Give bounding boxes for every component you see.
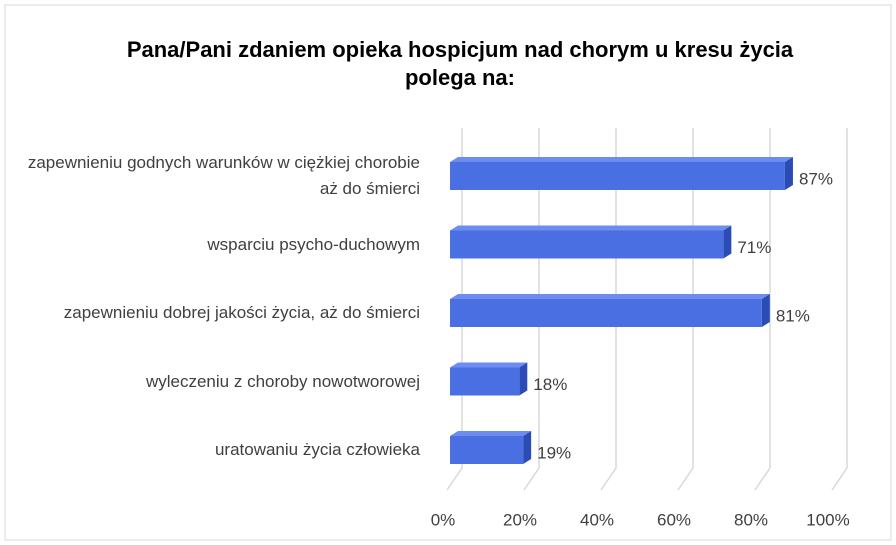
bar-top — [450, 294, 770, 299]
x-tick-label: 80% — [734, 510, 768, 529]
value-label: 71% — [737, 238, 771, 257]
bar-side — [784, 157, 793, 190]
bar-front — [450, 162, 785, 190]
chart-title: Pana/Pani zdaniem opieka hospicjum nad c… — [126, 37, 794, 90]
bar — [450, 431, 532, 464]
bar — [450, 225, 732, 259]
x-tick-label: 20% — [503, 510, 537, 529]
value-label: 19% — [537, 443, 571, 462]
bar-front — [450, 436, 524, 464]
value-label: 87% — [799, 169, 833, 188]
category-label: zapewnieniu godnych warunków w ciężkiej … — [27, 153, 420, 198]
x-tick-label: 40% — [580, 510, 614, 529]
bar-top — [450, 362, 528, 368]
grid-line — [754, 128, 771, 491]
category-label: uratowaniu życia człowieka — [214, 440, 420, 459]
category-label: wyleczeniu z choroby nowotworowej — [145, 371, 420, 391]
category-label: wsparciu psycho-duchowym — [207, 234, 420, 254]
bar-front — [450, 299, 762, 327]
x-tick-label: 60% — [657, 510, 691, 529]
category-label: zapewnieniu dobrej jakości życia, aż do … — [63, 303, 420, 322]
value-label: 18% — [533, 375, 567, 394]
bar-side — [761, 294, 770, 327]
bar-top — [450, 225, 732, 231]
frame — [4, 4, 892, 541]
bar-top — [450, 157, 793, 162]
bar — [450, 157, 793, 190]
bar — [450, 362, 528, 396]
bar — [450, 294, 770, 327]
value-label: 81% — [776, 306, 810, 325]
x-tick-label: 0% — [431, 510, 456, 529]
bar-top — [450, 431, 532, 436]
bar-side — [523, 431, 532, 464]
bar-front — [450, 230, 724, 259]
bar-front — [450, 367, 520, 396]
x-tick-label: 100% — [806, 510, 849, 529]
grid-line — [831, 128, 848, 491]
bar-side — [723, 225, 732, 259]
bar-side — [519, 362, 528, 396]
